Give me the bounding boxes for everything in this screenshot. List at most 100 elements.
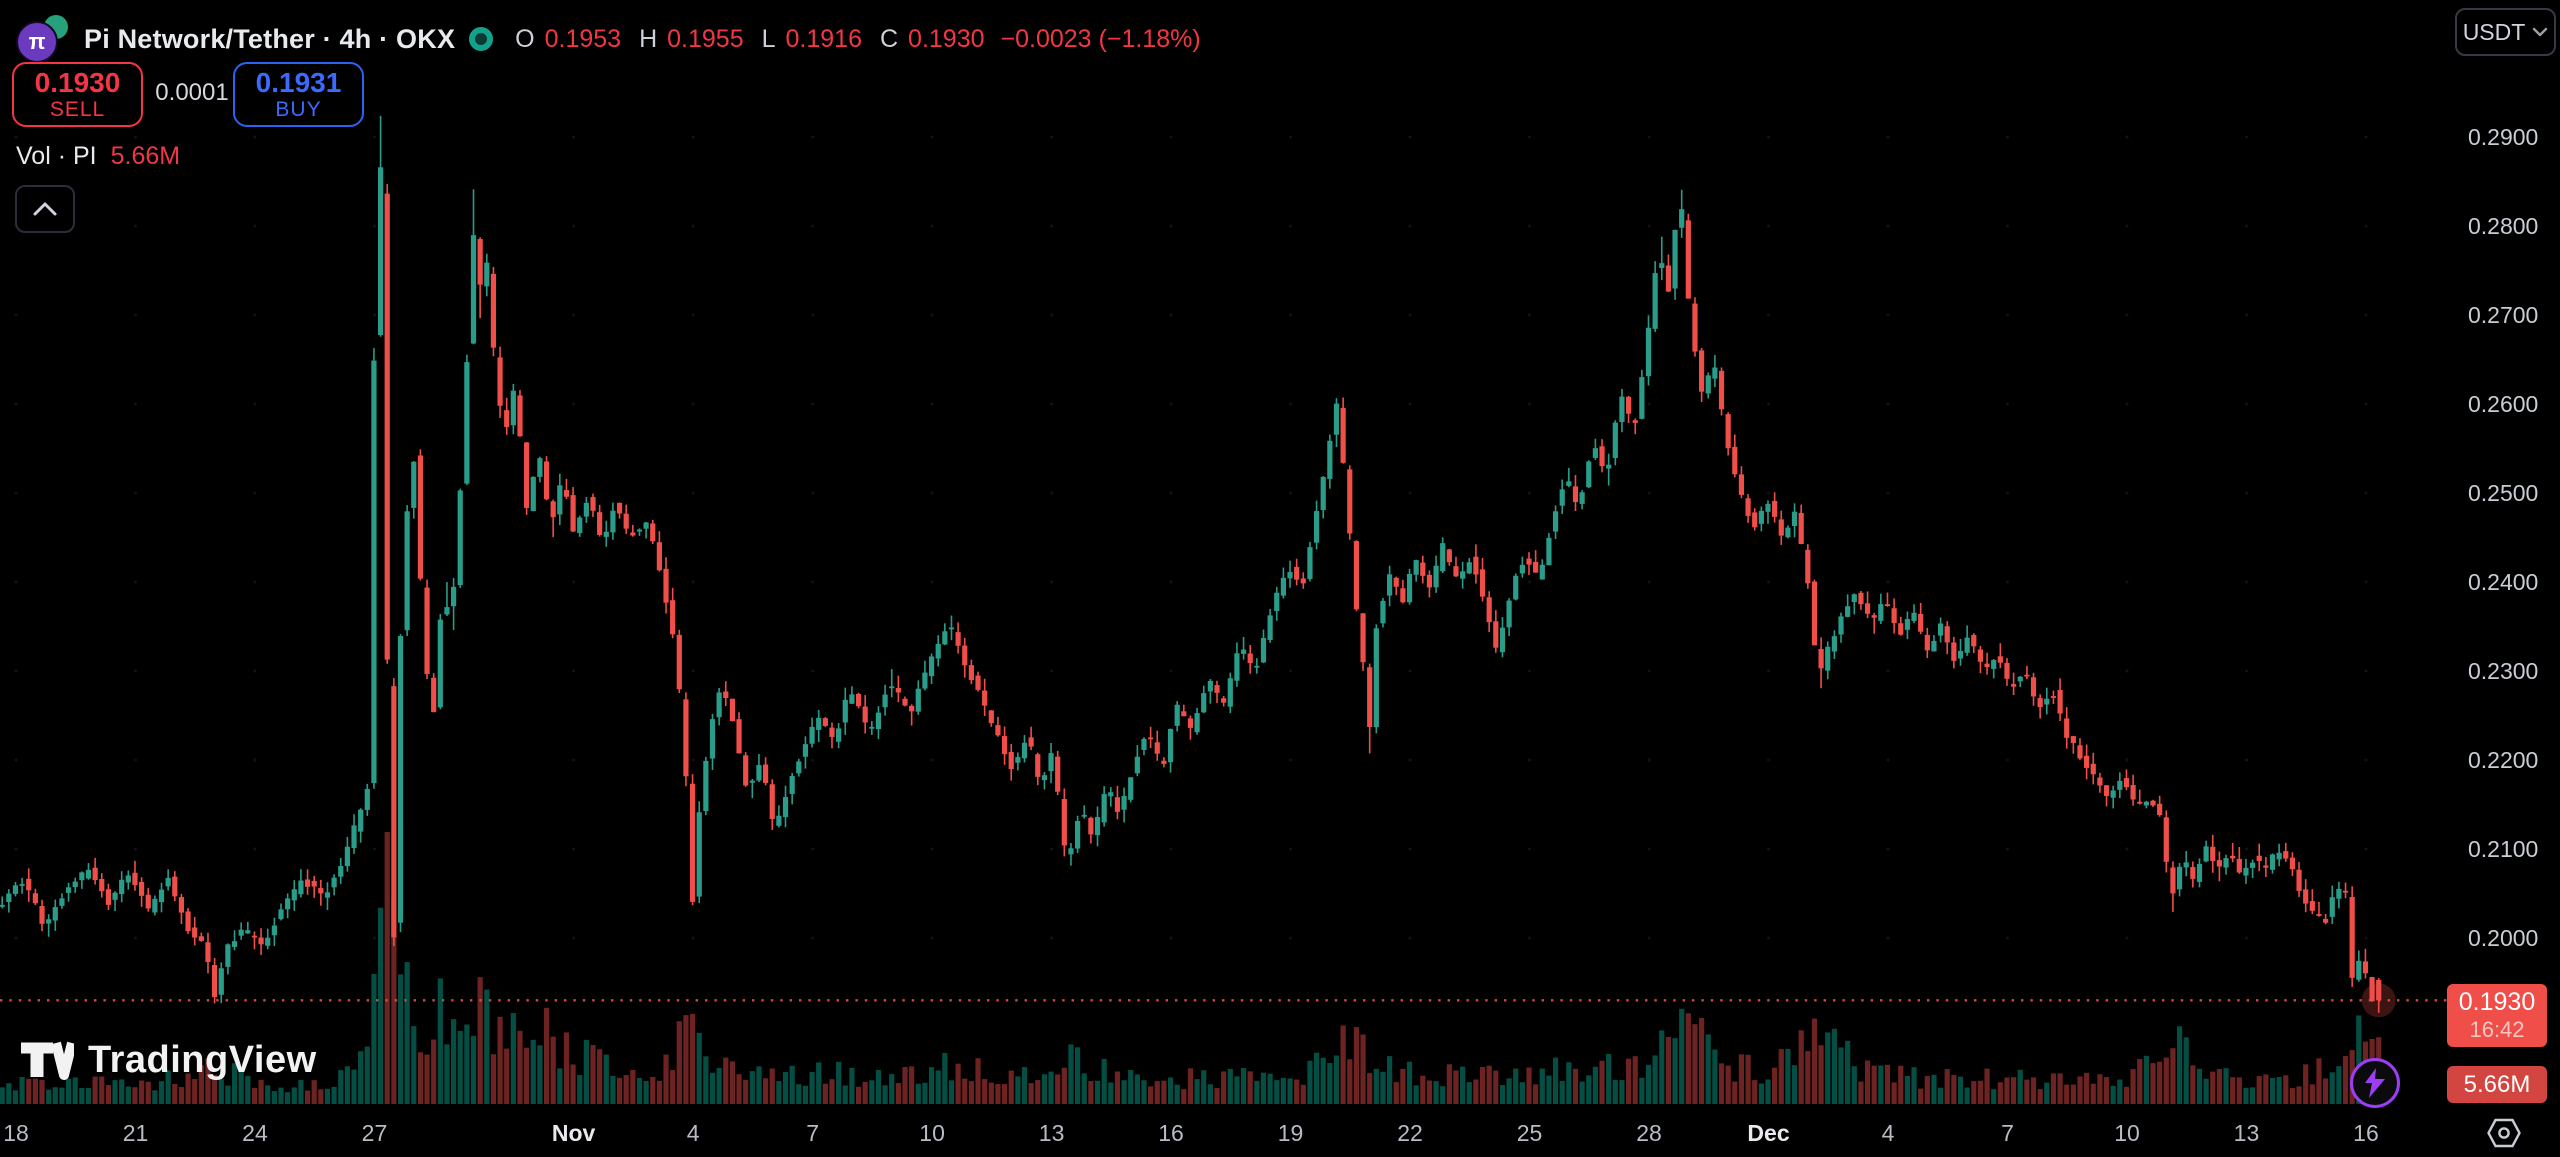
volume-bar	[1645, 1064, 1652, 1104]
volume-bar	[450, 1019, 457, 1104]
volume-bar	[2057, 1073, 2063, 1104]
volume-bar	[338, 1070, 344, 1104]
volume-bar	[1984, 1068, 1990, 1104]
candle-wick	[2138, 789, 2141, 805]
volume-bar	[796, 1084, 802, 1104]
candle	[1612, 422, 1618, 458]
tradingview-watermark: TradingView	[18, 1038, 317, 1082]
candle	[1154, 742, 1160, 754]
volume-bar	[19, 1076, 25, 1104]
settings-button[interactable]	[2487, 1118, 2521, 1148]
candle	[2230, 855, 2236, 859]
volume-bar	[1406, 1061, 1413, 1104]
sell-label: SELL	[49, 97, 106, 121]
volume-bar	[2296, 1086, 2302, 1104]
volume-bar	[1174, 1084, 1180, 1104]
collapse-panel-button[interactable]	[15, 185, 75, 233]
candle	[404, 511, 410, 631]
candle	[577, 517, 583, 534]
volume-bar	[1778, 1049, 1784, 1104]
candle	[377, 167, 384, 336]
candle	[1944, 626, 1950, 643]
last-price-value: 0.1930	[2458, 987, 2536, 1016]
candle	[2011, 684, 2017, 687]
volume-bar	[1692, 1024, 1698, 1104]
candle	[822, 718, 828, 726]
candle	[1446, 549, 1452, 563]
candle	[265, 937, 271, 946]
candle	[2057, 690, 2063, 714]
candle	[1234, 653, 1240, 681]
volume-bar	[1181, 1089, 1187, 1104]
candle	[1818, 648, 1824, 669]
volume-bar	[490, 1054, 497, 1104]
candle-wick	[632, 524, 634, 537]
volume-bar	[948, 1080, 955, 1104]
candle	[2077, 745, 2083, 759]
candle	[716, 692, 722, 718]
candle	[92, 867, 98, 881]
sell-button[interactable]: 0.1930 SELL	[12, 62, 143, 127]
volume-bar	[1015, 1076, 1021, 1104]
volume-bar	[52, 1087, 58, 1104]
candle	[424, 587, 430, 674]
candle	[1493, 621, 1499, 648]
candle	[1240, 649, 1247, 654]
candle	[192, 927, 198, 938]
volume-bar	[2130, 1069, 2136, 1104]
volume-bar	[1393, 1082, 1399, 1104]
candle	[1008, 751, 1014, 770]
candle	[670, 600, 676, 635]
candle	[185, 911, 191, 932]
volume-bar	[1699, 1018, 1705, 1104]
volume-bar	[975, 1058, 981, 1104]
candle-wick	[2072, 735, 2075, 754]
candle	[1187, 718, 1194, 728]
volume-bar	[265, 1085, 271, 1104]
candle	[331, 877, 337, 888]
candle	[1015, 757, 1021, 763]
volume-bar	[2117, 1079, 2123, 1104]
candle	[1387, 574, 1393, 596]
currency-selector[interactable]: USDT	[2455, 8, 2556, 56]
candle-wick	[1607, 453, 1610, 486]
candle	[1174, 704, 1180, 726]
volume-bar	[670, 1070, 676, 1104]
candle-wick	[645, 521, 647, 539]
volume-bar	[1486, 1065, 1492, 1104]
candle	[1001, 736, 1008, 755]
candle	[1619, 396, 1625, 423]
price-axis-label: 0.2600	[2468, 391, 2539, 417]
candle	[504, 410, 510, 427]
candle	[1247, 653, 1253, 664]
volume-bar	[132, 1087, 138, 1104]
volume-bar	[318, 1089, 324, 1104]
candle	[749, 780, 755, 783]
candle	[2044, 698, 2050, 705]
candle-wick	[1242, 636, 1245, 660]
volume-bar	[1446, 1064, 1452, 1104]
candle	[1041, 775, 1048, 781]
candle	[782, 797, 789, 818]
candle	[198, 936, 204, 941]
candle	[1367, 667, 1373, 727]
candle	[769, 784, 775, 819]
candle-wick	[890, 669, 893, 698]
candle	[1134, 756, 1140, 774]
candle	[816, 717, 822, 730]
candle	[470, 235, 477, 344]
candle	[836, 728, 842, 742]
volume-bar	[331, 1086, 337, 1104]
volume-bar	[1805, 1051, 1811, 1104]
volume-bar	[1566, 1062, 1572, 1104]
time-axis-label: 16	[2353, 1120, 2379, 1146]
candle-wick	[1, 896, 3, 909]
volume-bar	[2316, 1058, 2322, 1104]
candle	[1513, 575, 1519, 600]
symbol-title[interactable]: Pi Network/Tether · 4h · OKX	[84, 23, 456, 54]
candle	[1360, 613, 1366, 663]
quick-trade-button[interactable]	[2350, 1058, 2400, 1108]
volume-bar	[251, 1087, 258, 1104]
buy-button[interactable]: 0.1931 BUY	[233, 62, 364, 127]
